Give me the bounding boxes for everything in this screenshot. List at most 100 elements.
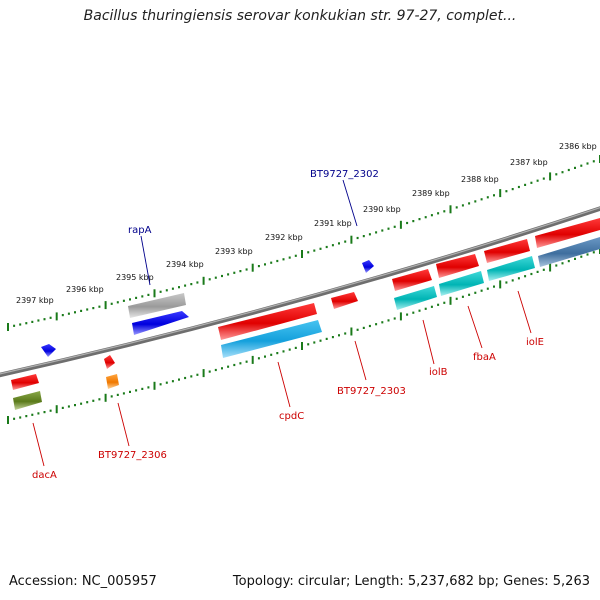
gene-iolE[interactable]	[484, 239, 530, 263]
minor-tick	[264, 355, 266, 358]
gene-iolB[interactable]	[392, 269, 432, 291]
kbp-label: 2396 kbp	[66, 285, 104, 294]
gene-small-blue[interactable]	[41, 344, 56, 357]
major-tick	[499, 189, 502, 198]
minor-tick	[184, 376, 187, 380]
minor-tick	[37, 412, 40, 415]
kbp-label: 2389 kbp	[412, 189, 450, 198]
minor-tick	[530, 272, 533, 276]
gene-BT9727_2306-red[interactable]	[104, 355, 115, 369]
minor-tick	[517, 185, 520, 189]
major-tick	[350, 235, 353, 244]
major-tick	[549, 263, 552, 272]
gene-iolE-lower[interactable]	[487, 256, 535, 281]
gene-label-BT9727_2302[interactable]: BT9727_2302	[310, 169, 379, 180]
minor-tick	[319, 247, 322, 250]
minor-tick	[196, 281, 199, 284]
minor-tick	[245, 268, 248, 271]
major-tick	[202, 369, 205, 378]
minor-tick	[368, 233, 371, 236]
minor-tick	[135, 389, 138, 392]
minor-tick	[412, 311, 415, 314]
minor-tick	[227, 273, 230, 276]
minor-tick	[307, 343, 310, 346]
minor-tick	[122, 299, 125, 302]
inner-tick-ring	[7, 246, 600, 424]
gene-label-cpdC[interactable]: cpdC	[279, 411, 304, 422]
minor-tick	[586, 162, 589, 165]
minor-tick	[165, 381, 168, 384]
minor-tick	[555, 173, 558, 176]
major-tick	[55, 312, 58, 321]
minor-tick	[418, 309, 421, 312]
minor-tick	[147, 293, 150, 296]
gene-BT9727_2302[interactable]	[362, 260, 374, 273]
minor-tick	[319, 339, 322, 342]
minor-tick	[505, 190, 508, 193]
major-tick	[55, 405, 58, 414]
minor-tick	[412, 220, 415, 223]
gene-BT9727_2303[interactable]	[331, 292, 358, 309]
minor-tick	[208, 370, 211, 373]
minor-tick	[313, 341, 316, 344]
gene-edge-red[interactable]	[535, 218, 600, 248]
minor-tick	[221, 367, 223, 370]
major-tick	[301, 342, 303, 350]
minor-tick	[13, 417, 16, 420]
minor-tick	[37, 319, 40, 322]
minor-tick	[338, 242, 340, 245]
gene-olive[interactable]	[13, 391, 42, 410]
topology-text: Topology: circular; Length: 5,237,682 bp…	[232, 574, 590, 589]
gene-BT9727_2306[interactable]	[106, 374, 119, 389]
minor-tick	[375, 323, 378, 326]
minor-tick	[178, 286, 180, 289]
gene-label-BT9727_2303[interactable]: BT9727_2303	[337, 386, 406, 397]
minor-tick	[159, 383, 162, 386]
gene-dacA[interactable]	[11, 374, 39, 390]
gene-label-dacA[interactable]: dacA	[32, 470, 57, 481]
gene-iolB-lower[interactable]	[394, 286, 437, 310]
minor-tick	[480, 289, 483, 292]
minor-tick	[159, 290, 162, 293]
gene-rapA[interactable]	[132, 311, 189, 335]
minor-tick	[49, 316, 52, 319]
minor-tick	[567, 168, 570, 172]
minor-tick	[214, 276, 217, 279]
gene-cpdC-lower[interactable]	[221, 320, 322, 358]
gene-label-iolB[interactable]: iolB	[429, 367, 448, 378]
gene-fbaA[interactable]	[436, 254, 479, 278]
accession-text: Accession: NC_005957	[9, 574, 157, 589]
minor-tick	[276, 352, 279, 355]
minor-tick	[129, 298, 131, 301]
gene-fbaA-lower[interactable]	[439, 271, 484, 296]
minor-tick	[141, 295, 144, 298]
gene-label-fbaA[interactable]: fbaA	[473, 352, 496, 363]
minor-tick	[511, 279, 514, 282]
minor-tick	[282, 258, 285, 261]
major-tick	[153, 381, 156, 390]
gene-cpdC[interactable]	[218, 303, 317, 340]
minor-tick	[381, 321, 384, 324]
minor-tick	[338, 334, 340, 337]
minor-tick	[25, 322, 28, 325]
minor-tick	[344, 240, 347, 243]
gene-label-iolE[interactable]: iolE	[526, 337, 544, 348]
minor-tick	[116, 393, 119, 396]
minor-tick	[331, 244, 334, 247]
map-title: Bacillus thuringiensis serovar konkukian…	[83, 8, 517, 24]
minor-tick	[524, 275, 527, 278]
minor-tick	[282, 350, 285, 353]
gene-labels: rapA BT9727_2302 dacA BT9727_2306 cpdC B…	[32, 169, 544, 481]
minor-tick	[61, 314, 64, 317]
minor-tick	[257, 265, 260, 268]
minor-tick	[424, 307, 427, 310]
minor-tick	[31, 320, 34, 323]
gene-label-BT9727_2306[interactable]: BT9727_2306	[98, 450, 167, 461]
minor-tick	[561, 262, 564, 265]
gene-label-rapA[interactable]: rapA	[128, 225, 152, 236]
minor-tick	[517, 277, 520, 280]
minor-tick	[424, 216, 427, 219]
gene-edge-steel[interactable]	[538, 237, 600, 267]
gene-rapA-upper[interactable]	[128, 293, 186, 318]
major-tick	[301, 250, 303, 258]
